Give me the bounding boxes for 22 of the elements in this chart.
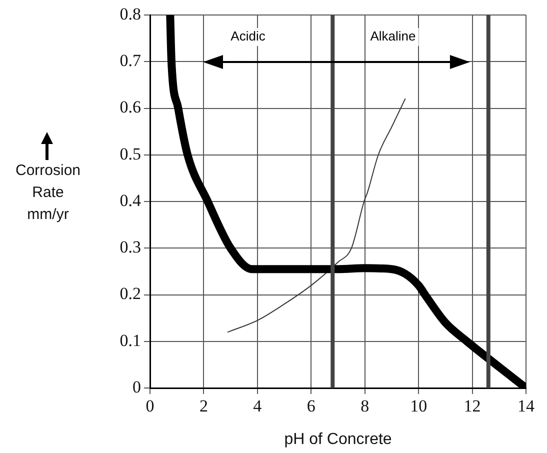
y-tick-label: 0.6 bbox=[120, 98, 141, 117]
x-tick-label: 8 bbox=[360, 396, 370, 416]
annotation: Alkaline bbox=[370, 28, 416, 44]
x-tick-label: 2 bbox=[199, 396, 208, 416]
x-tick-label: 10 bbox=[410, 396, 428, 416]
x-tick-label: 12 bbox=[464, 396, 481, 416]
y-tick-label: 0 bbox=[132, 377, 141, 396]
line-series bbox=[227, 98, 406, 333]
y-tick-label: 0.8 bbox=[120, 4, 141, 24]
x-tick-label: 4 bbox=[253, 396, 262, 416]
y-tick-label: 0.2 bbox=[120, 284, 141, 304]
x-tick-label: 6 bbox=[306, 396, 316, 416]
x-tick-label: 0 bbox=[146, 396, 154, 416]
y-tick-label: 0.5 bbox=[120, 144, 141, 164]
x-tick-label: 14 bbox=[518, 396, 535, 416]
y-axis-title: Corrosion Rate mm/yr bbox=[14, 161, 82, 225]
y-tick-label: 0.4 bbox=[120, 190, 142, 210]
y-tick-label: 0.1 bbox=[120, 330, 141, 350]
y-tick-label: 0.3 bbox=[120, 238, 141, 257]
y-tick-label: 0.7 bbox=[120, 51, 142, 70]
annotation: Acidic bbox=[230, 28, 266, 44]
x-axis-title: pH of Concrete bbox=[284, 430, 392, 448]
